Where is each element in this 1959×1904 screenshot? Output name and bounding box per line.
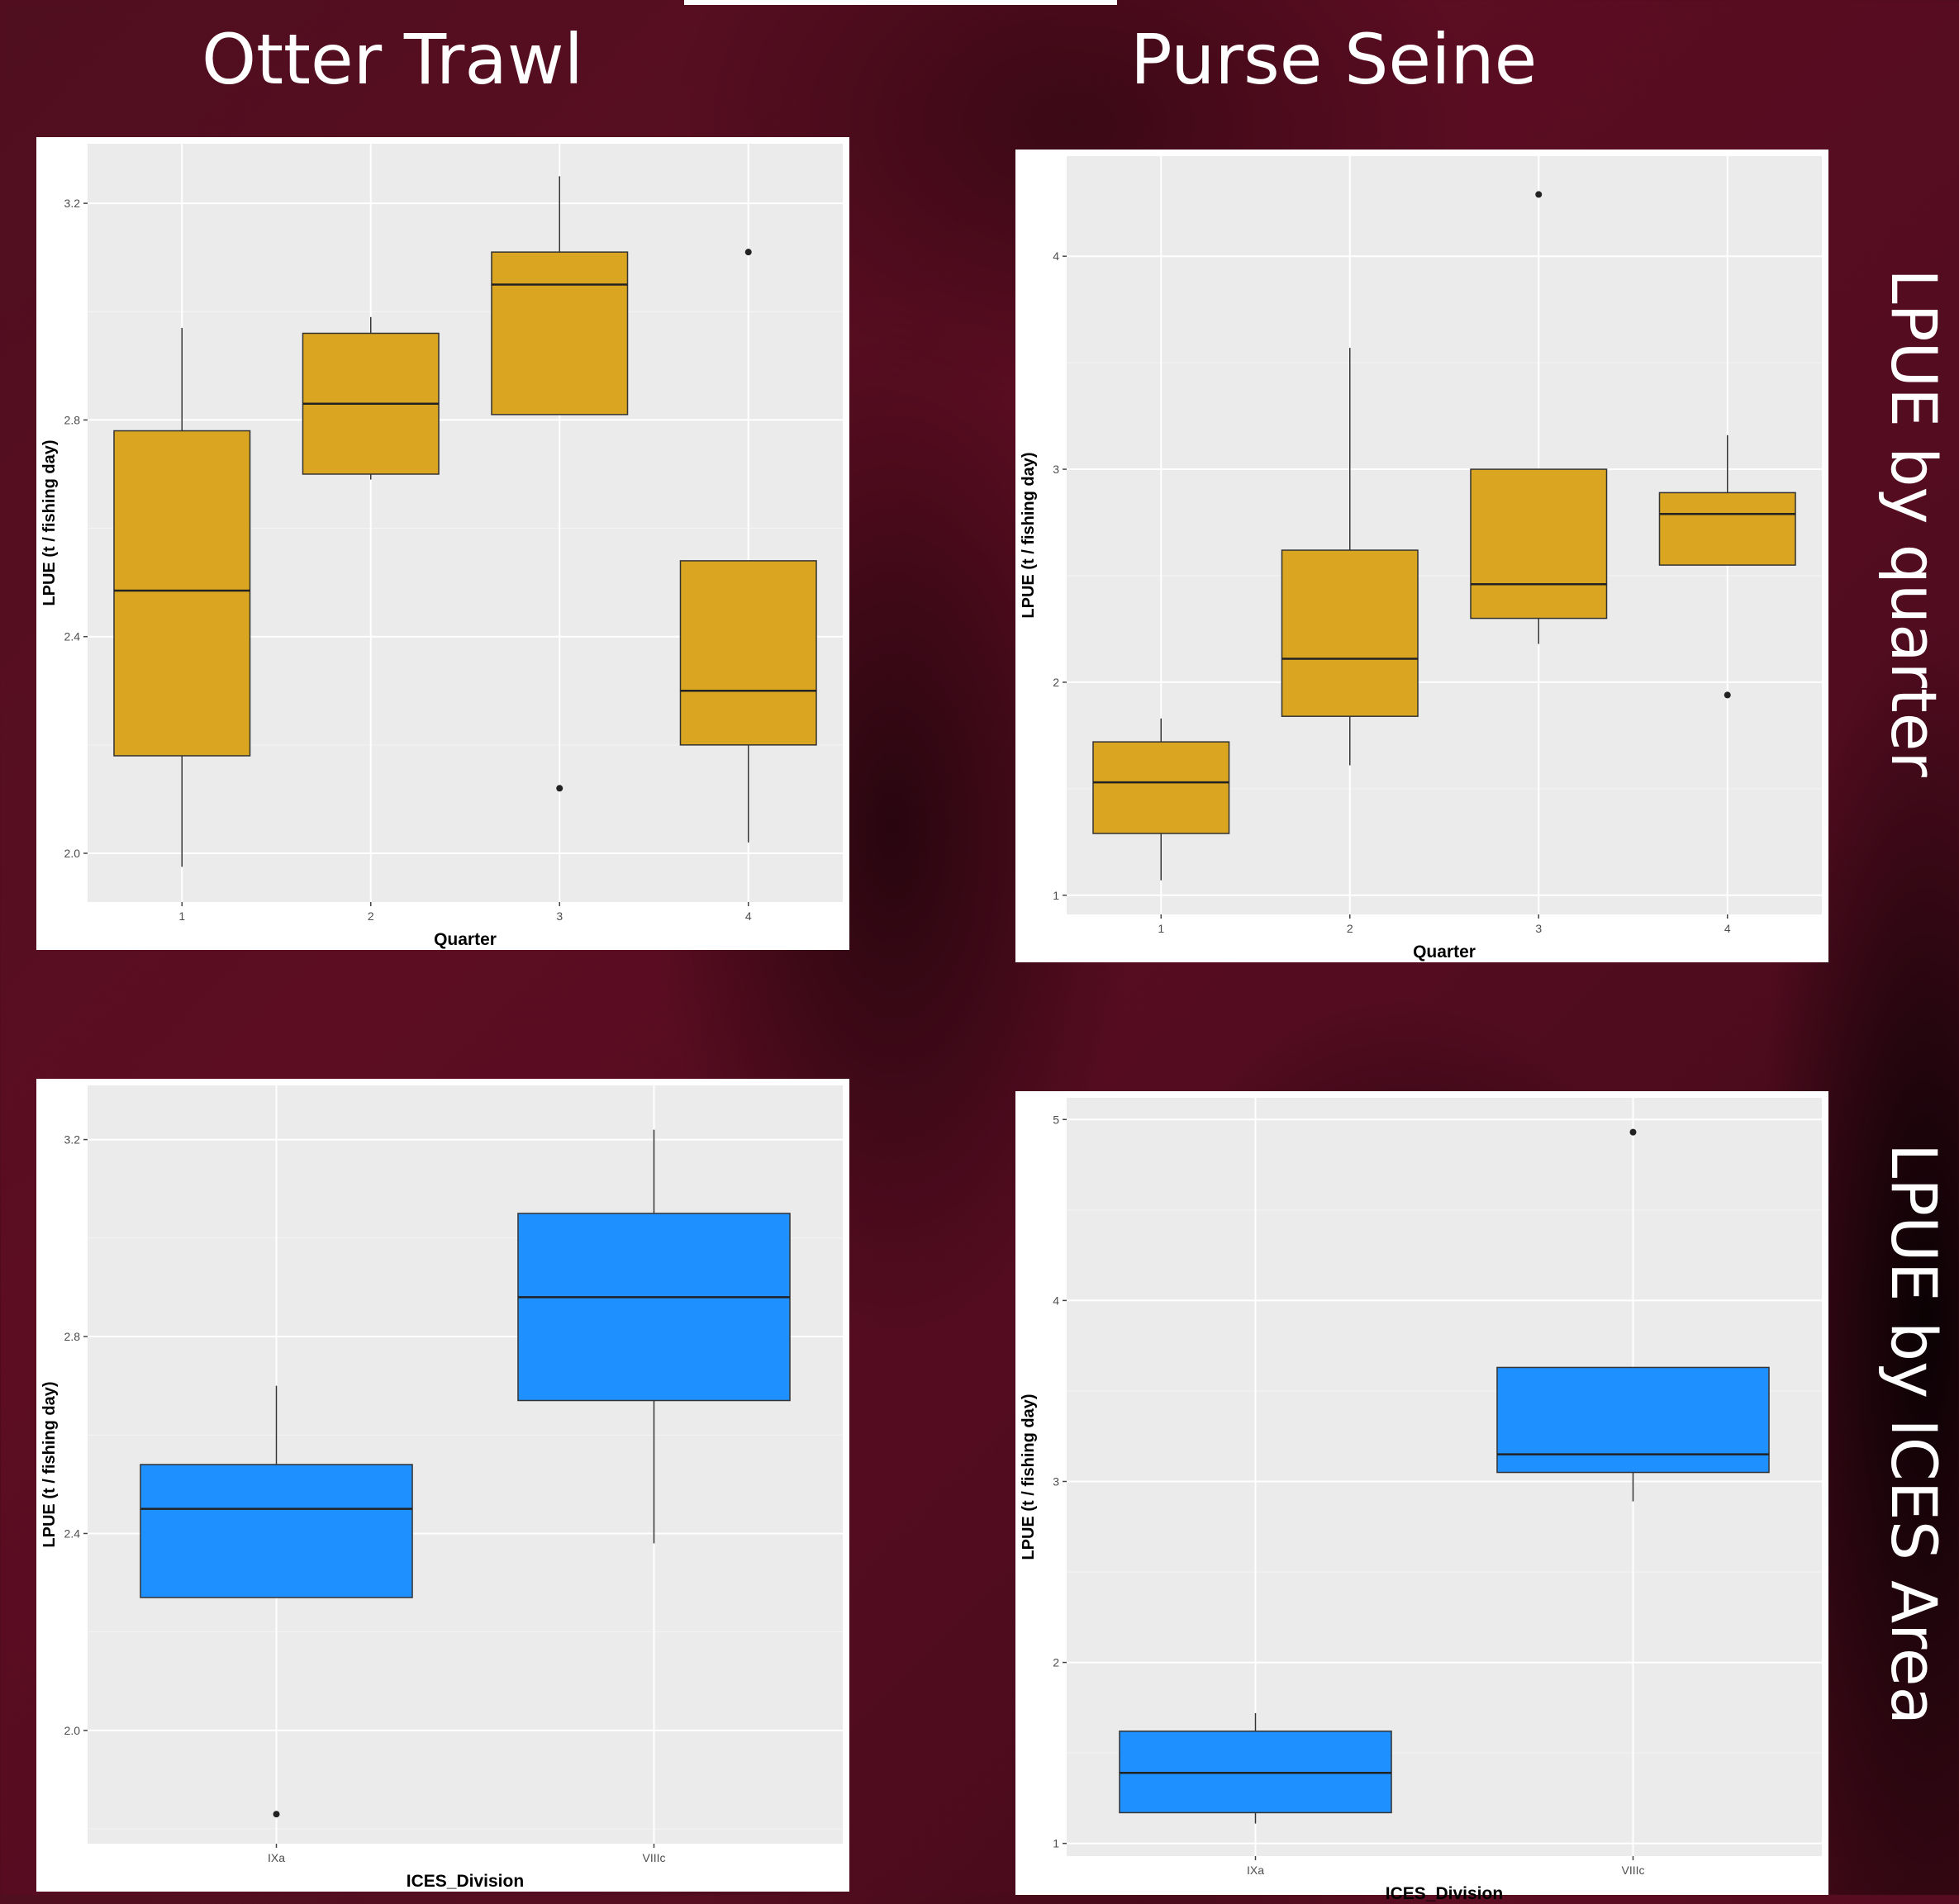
y-tick-label: 2.8 — [64, 413, 81, 426]
x-axis-title: Quarter — [434, 930, 497, 949]
plot-panel — [1067, 1098, 1822, 1856]
x-tick-label: 2 — [368, 909, 374, 923]
box-iqr — [1092, 741, 1230, 834]
y-axis-title: LPUE (t / fishing day) — [40, 1381, 59, 1547]
box-iqr — [679, 560, 817, 746]
row-title-lpue-by-ices-area: LPUE by ICES Area — [1877, 1142, 1951, 1726]
x-axis-title: ICES_Division — [1386, 1884, 1503, 1903]
y-tick-label: 5 — [1053, 1113, 1059, 1126]
x-tick-label: 4 — [1724, 922, 1731, 935]
x-tick-label: 1 — [178, 909, 185, 923]
chart-svg-purse-quarter: 1 2 3 4 1 2 3 4 Quarter LPUE (t / fishing day) — [1020, 156, 1822, 961]
x-tick-label: IXa — [1247, 1864, 1264, 1877]
row-title-lpue-by-quarter: LPUE by quarter — [1877, 268, 1951, 777]
chart-otter-trawl-quarter: 2.0 2.4 2.8 3.2 1 2 3 4 Quarter LPUE (t / fishing… — [36, 137, 849, 950]
outlier-point — [1629, 1128, 1637, 1136]
box-iqr — [113, 430, 251, 757]
y-tick-label: 2.0 — [64, 1724, 81, 1737]
y-tick-label: 3.2 — [64, 1133, 81, 1147]
y-axis-title: LPUE (t / fishing day) — [1020, 1394, 1038, 1560]
outlier-point — [556, 785, 563, 792]
chart-purse-seine-quarter: 1 2 3 4 1 2 3 4 Quarter LPUE (t / fishing day) — [1015, 150, 1828, 962]
x-tick-label: 3 — [1535, 922, 1542, 935]
y-tick-label: 2 — [1053, 676, 1059, 689]
x-tick-label: 2 — [1347, 922, 1353, 935]
box-iqr — [1658, 491, 1796, 566]
column-title-purse-seine: Purse Seine — [1130, 19, 1538, 100]
x-tick-label: 1 — [1158, 922, 1164, 935]
top-bar — [684, 0, 1117, 5]
y-tick-label: 2.4 — [64, 1527, 81, 1540]
chart-purse-seine-division: 1 2 3 4 5 IXa VIIIc ICES_Division LPUE (t / fish… — [1015, 1091, 1828, 1903]
x-tick-label: 4 — [745, 909, 752, 923]
box-iqr — [140, 1464, 413, 1598]
outlier-point — [273, 1811, 280, 1818]
y-tick-label: 3 — [1053, 463, 1059, 476]
y-tick-label: 2.0 — [64, 847, 81, 860]
outlier-point — [744, 249, 752, 256]
chart-otter-trawl-division: 2.0 2.4 2.8 3.2 IXa VIIIc ICES_Division LPUE (t… — [36, 1079, 849, 1892]
box-iqr — [1470, 468, 1608, 620]
x-axis-title: Quarter — [1413, 943, 1476, 961]
y-tick-label: 4 — [1053, 1294, 1059, 1307]
y-axis-title: LPUE (t / fishing day) — [40, 439, 59, 605]
y-tick-label: 1 — [1053, 1837, 1059, 1850]
y-tick-label: 3.2 — [64, 197, 81, 210]
y-tick-label: 2 — [1053, 1656, 1059, 1669]
box-iqr — [1281, 549, 1419, 717]
y-tick-label: 1 — [1053, 889, 1059, 902]
x-tick-label: IXa — [268, 1851, 285, 1864]
y-tick-label: 3 — [1053, 1474, 1059, 1488]
outlier-point — [1724, 691, 1731, 699]
chart-svg-purse-division: 1 2 3 4 5 IXa VIIIc ICES_Division LPUE (t / fish… — [1020, 1098, 1822, 1903]
box-iqr — [517, 1213, 791, 1402]
x-tick-label: 3 — [556, 909, 563, 923]
x-axis-title: ICES_Division — [407, 1872, 524, 1891]
x-tick-label: VIIIc — [642, 1851, 665, 1864]
chart-svg-otter-division: 2.0 2.4 2.8 3.2 IXa VIIIc ICES_Division LPUE (t… — [40, 1085, 843, 1891]
box-iqr — [491, 251, 629, 415]
y-tick-label: 4 — [1053, 249, 1059, 263]
y-axis-title: LPUE (t / fishing day) — [1020, 452, 1038, 618]
column-title-otter-trawl: Otter Trawl — [202, 19, 583, 100]
x-tick-label: VIIIc — [1621, 1864, 1644, 1877]
chart-svg-otter-quarter: 2.0 2.4 2.8 3.2 1 2 3 4 Quarter LPUE (t / fishing… — [40, 144, 843, 949]
y-tick-label: 2.8 — [64, 1330, 81, 1343]
y-tick-label: 2.4 — [64, 630, 81, 643]
outlier-point — [1535, 191, 1543, 198]
box-iqr — [1496, 1366, 1770, 1474]
